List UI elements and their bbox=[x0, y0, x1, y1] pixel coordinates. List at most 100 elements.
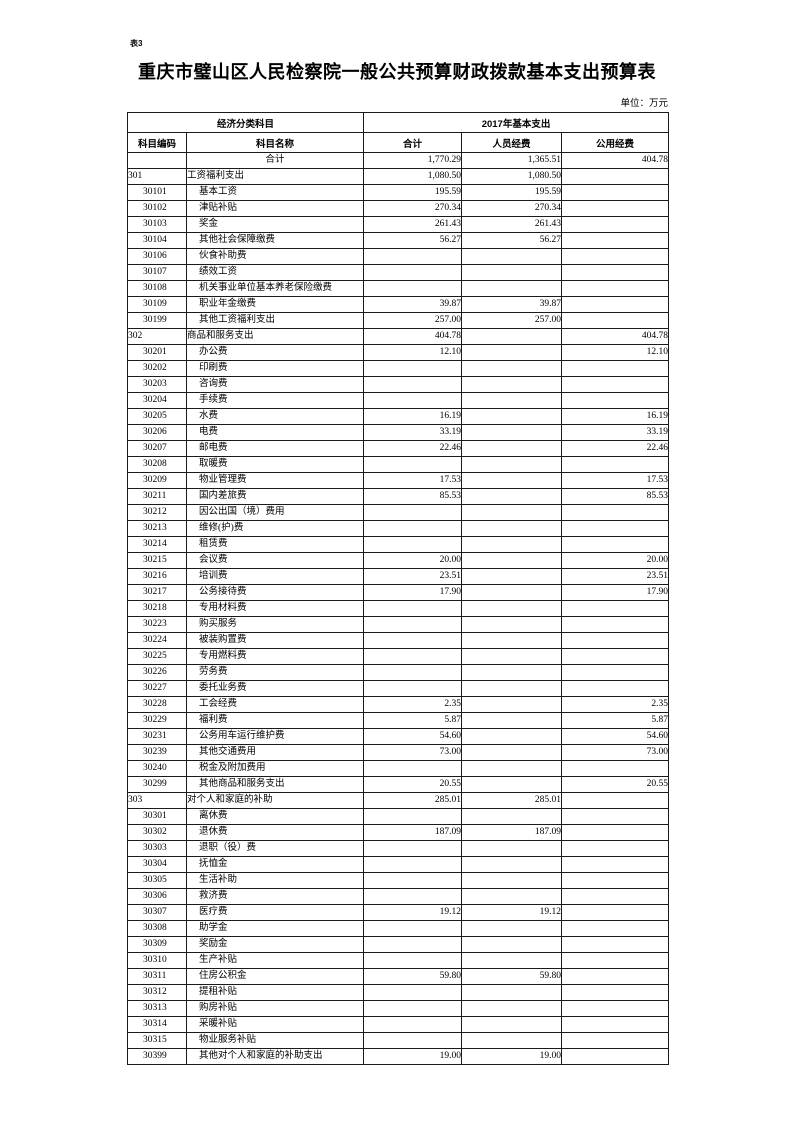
personnel-cell bbox=[461, 840, 563, 857]
subject-name-cell: 公务接待费 bbox=[185, 584, 365, 601]
personnel-cell: 19.00 bbox=[461, 1048, 563, 1065]
total-cell: 1,080.50 bbox=[363, 168, 463, 185]
table-row: 30203 咨询费 bbox=[127, 376, 670, 393]
personnel-cell bbox=[461, 424, 563, 441]
personnel-cell bbox=[461, 248, 563, 265]
public-cell bbox=[561, 1048, 670, 1065]
subject-code-cell: 30108 bbox=[127, 280, 187, 297]
subject-name-cell: 物业管理费 bbox=[185, 472, 365, 489]
subject-code-cell: 30226 bbox=[127, 664, 187, 681]
public-cell bbox=[561, 952, 670, 969]
subject-name-cell: 医疗费 bbox=[185, 904, 365, 921]
public-cell bbox=[561, 392, 670, 409]
subject-name-cell: 取暖费 bbox=[185, 456, 365, 473]
total-cell bbox=[363, 632, 463, 649]
personnel-cell: 285.01 bbox=[461, 792, 563, 809]
subject-name-cell: 工资福利支出 bbox=[185, 168, 365, 185]
personnel-cell bbox=[461, 776, 563, 793]
table-row: 30227 委托业务费 bbox=[127, 680, 670, 697]
total-cell: 23.51 bbox=[363, 568, 463, 585]
public-cell bbox=[561, 616, 670, 633]
public-cell: 23.51 bbox=[561, 568, 670, 585]
subject-code-cell: 30315 bbox=[127, 1032, 187, 1049]
personnel-cell bbox=[461, 552, 563, 569]
personnel-cell bbox=[461, 680, 563, 697]
public-cell bbox=[561, 504, 670, 521]
table-row: 30314 采暖补贴 bbox=[127, 1016, 670, 1033]
total-cell bbox=[363, 952, 463, 969]
subject-code-cell: 30104 bbox=[127, 232, 187, 249]
table-row: 30313 购房补贴 bbox=[127, 1000, 670, 1017]
subject-name-cell: 住房公积金 bbox=[185, 968, 365, 985]
table-row: 30201 办公费 12.10 12.10 bbox=[127, 344, 670, 361]
unit-note: 单位：万元 bbox=[620, 99, 668, 109]
subject-name-cell: 奖金 bbox=[185, 216, 365, 233]
subject-name-cell: 工会经费 bbox=[185, 696, 365, 713]
total-cell bbox=[363, 664, 463, 681]
total-cell: 2.35 bbox=[363, 696, 463, 713]
subject-code-cell: 30301 bbox=[127, 808, 187, 825]
table-row: 合计 1,770.29 1,365.51 404.78 bbox=[127, 152, 670, 169]
total-cell bbox=[363, 504, 463, 521]
subject-code-cell: 30305 bbox=[127, 872, 187, 889]
personnel-cell: 59.80 bbox=[461, 968, 563, 985]
total-cell: 16.19 bbox=[363, 408, 463, 425]
table-row: 30299 其他商品和服务支出 20.55 20.55 bbox=[127, 776, 670, 793]
total-cell bbox=[363, 920, 463, 937]
subject-name-cell: 机关事业单位基本养老保险缴费 bbox=[185, 280, 365, 297]
table-row: 30228 工会经费 2.35 2.35 bbox=[127, 696, 670, 713]
personnel-cell: 19.12 bbox=[461, 904, 563, 921]
subject-code-cell: 30216 bbox=[127, 568, 187, 585]
total-cell: 85.53 bbox=[363, 488, 463, 505]
personnel-cell bbox=[461, 648, 563, 665]
subject-name-cell: 商品和服务支出 bbox=[185, 328, 365, 345]
public-cell: 17.90 bbox=[561, 584, 670, 601]
personnel-cell bbox=[461, 504, 563, 521]
subject-code-cell: 30228 bbox=[127, 696, 187, 713]
public-cell bbox=[561, 312, 670, 329]
total-cell bbox=[363, 392, 463, 409]
subject-code-cell: 30103 bbox=[127, 216, 187, 233]
subject-code-cell: 30207 bbox=[127, 440, 187, 457]
public-cell bbox=[561, 456, 670, 473]
public-cell bbox=[561, 808, 670, 825]
subject-name-cell: 电费 bbox=[185, 424, 365, 441]
personnel-cell: 1,080.50 bbox=[461, 168, 563, 185]
public-cell bbox=[561, 792, 670, 809]
subject-name-cell: 购房补贴 bbox=[185, 1000, 365, 1017]
public-cell: 20.55 bbox=[561, 776, 670, 793]
subject-code-cell: 301 bbox=[127, 168, 187, 185]
personnel-cell bbox=[461, 344, 563, 361]
total-cell: 404.78 bbox=[363, 328, 463, 345]
table-row: 30202 印刷费 bbox=[127, 360, 670, 377]
subject-code-cell: 30306 bbox=[127, 888, 187, 905]
personnel-cell bbox=[461, 920, 563, 937]
subject-code-cell: 30314 bbox=[127, 1016, 187, 1033]
personnel-cell bbox=[461, 1000, 563, 1017]
table-row: 30204 手续费 bbox=[127, 392, 670, 409]
total-cell: 285.01 bbox=[363, 792, 463, 809]
table-row: 30212 因公出国（境）费用 bbox=[127, 504, 670, 521]
public-cell bbox=[561, 936, 670, 953]
public-cell bbox=[561, 984, 670, 1001]
personnel-cell bbox=[461, 584, 563, 601]
table-row: 30224 被装购置费 bbox=[127, 632, 670, 649]
total-cell bbox=[363, 248, 463, 265]
header-columns-row: 科目编码 科目名称 合计 人员经费 公用经费 bbox=[127, 132, 670, 153]
public-cell bbox=[561, 200, 670, 217]
personnel-cell bbox=[461, 472, 563, 489]
personnel-cell bbox=[461, 616, 563, 633]
total-cell: 56.27 bbox=[363, 232, 463, 249]
subject-code-cell: 30307 bbox=[127, 904, 187, 921]
total-cell bbox=[363, 936, 463, 953]
personnel-cell bbox=[461, 520, 563, 537]
subject-code-cell: 30214 bbox=[127, 536, 187, 553]
total-cell bbox=[363, 872, 463, 889]
subject-code-cell: 302 bbox=[127, 328, 187, 345]
subject-name-cell: 职业年金缴费 bbox=[185, 296, 365, 313]
subject-name-cell: 购买服务 bbox=[185, 616, 365, 633]
subject-code-cell: 30302 bbox=[127, 824, 187, 841]
subject-code-cell: 30311 bbox=[127, 968, 187, 985]
total-cell bbox=[363, 520, 463, 537]
personnel-cell bbox=[461, 328, 563, 345]
